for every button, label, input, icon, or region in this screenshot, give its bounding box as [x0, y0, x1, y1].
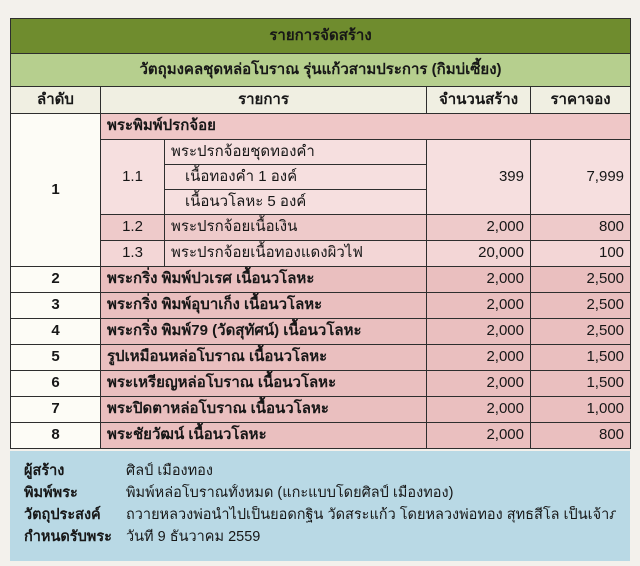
table-row: 6 พระเหรียญหล่อโบราณ เนื้อนวโลหะ 2,000 1… [10, 370, 632, 397]
row-5-name: รูปเหมือนหล่อโบราณ เนื้อนวโลหะ [100, 344, 427, 371]
row-7-price: 1,000 [529, 396, 632, 423]
item-1-2-price: 800 [529, 214, 632, 241]
detail-row-pickup-date: กำหนดรับพระ วันที่ 9 ธันวาคม 2559 [24, 528, 616, 547]
row-2-price: 2,500 [529, 266, 632, 293]
detail-value: ศิลป์ เมืองทอง [126, 463, 213, 479]
group1-header-row: 1 พระพิมพ์ปรกจ้อย [10, 113, 632, 267]
table-row: 7 พระปิดตาหล่อโบราณ เนื้อนวโลหะ 2,000 1,… [10, 396, 632, 423]
row-8-price: 800 [529, 422, 632, 449]
row-7-quantity: 2,000 [426, 396, 531, 423]
table-row: 3 พระกริ่ง พิมพ์อุบาเก็ง เนื้อนวโลหะ 2,0… [10, 292, 632, 319]
row-5-price: 1,500 [529, 344, 632, 371]
row-3-order: 3 [10, 292, 101, 319]
col-header-quantity: จำนวนสร้าง [426, 86, 531, 114]
production-table: รายการจัดสร้าง วัตถุมงคลชุดหล่อโบราณ รุ่… [9, 18, 632, 449]
row-5-order: 5 [10, 344, 101, 371]
detail-value: วันที่ 9 ธันวาคม 2559 [126, 529, 261, 546]
row-4-quantity: 2,000 [426, 318, 531, 345]
row-2-name: พระกริ่ง พิมพ์ปวเรศ เนื้อนวโลหะ [100, 266, 427, 293]
detail-value: พิมพ์หล่อโบราณทั้งหมด (แกะแบบโดยศิลป์ เม… [126, 485, 454, 502]
row-4-price: 2,500 [529, 318, 632, 345]
row-3-price: 2,500 [529, 292, 632, 319]
detail-row-mold: พิมพ์พระ พิมพ์หล่อโบราณทั้งหมด (แกะแบบโด… [24, 484, 616, 503]
page-subtitle: วัตถุมงคลชุดหล่อโบราณ รุ่นแก้วสามประการ … [9, 53, 632, 87]
detail-label: พิมพ์พระ [24, 485, 78, 502]
column-header-row: ลำดับ รายการ จำนวนสร้าง ราคาจอง [10, 86, 632, 114]
row-8-name: พระชัยวัฒน์ เนื้อนวโลหะ [100, 422, 427, 449]
item-1-1-row-line3: เนื้อนวโลหะ 5 องค์ [11, 189, 631, 215]
row-4-name: พระกริ่ง พิมพ์79 (วัดสุทัศน์) เนื้อนวโลห… [100, 318, 427, 345]
item-1-2-quantity: 2,000 [426, 214, 531, 241]
detail-label: กำหนดรับพระ [24, 529, 112, 546]
item-1-3-name: พระปรกจ้อยเนื้อทองแดงผิวไฟ [164, 240, 427, 267]
row-2-order: 2 [10, 266, 101, 293]
detail-row-creator: ผู้สร้าง ศิลป์ เมืองทอง [24, 462, 616, 481]
item-1-2-name: พระปรกจ้อยเนื้อเงิน [164, 214, 427, 241]
item-1-1-line3: เนื้อนวโลหะ 5 องค์ [164, 189, 427, 215]
row-3-quantity: 2,000 [426, 292, 531, 319]
item-1-3-quantity: 20,000 [426, 240, 531, 267]
row-7-order: 7 [10, 396, 101, 423]
row-2-quantity: 2,000 [426, 266, 531, 293]
table-row: 8 พระชัยวัฒน์ เนื้อนวโลหะ 2,000 800 [10, 422, 632, 449]
item-1-1-price: 7,999 [529, 139, 632, 215]
row-6-order: 6 [10, 370, 101, 397]
subtitle-row: วัตถุมงคลชุดหล่อโบราณ รุ่นแก้วสามประการ … [9, 53, 632, 87]
col-header-price: ราคาจอง [529, 86, 632, 114]
row-6-quantity: 2,000 [426, 370, 531, 397]
table-row: 2 พระกริ่ง พิมพ์ปวเรศ เนื้อนวโลหะ 2,000 … [10, 266, 632, 293]
row-8-order: 8 [10, 422, 101, 449]
table-row: 4 พระกริ่ง พิมพ์79 (วัดสุทัศน์) เนื้อนวโ… [10, 318, 632, 345]
detail-label: ผู้สร้าง [24, 463, 65, 479]
item-1-3-price: 100 [529, 240, 632, 267]
title-row: รายการจัดสร้าง [9, 18, 632, 54]
row-6-price: 1,500 [529, 370, 632, 397]
item-1-1-line2: เนื้อทองคำ 1 องค์ [164, 164, 427, 190]
detail-value: ถวายหลวงพ่อนำไปเป็นยอดกฐิน วัดสระแก้ว โด… [126, 507, 616, 524]
item-1-1-line1: พระปรกจ้อยชุดทองคำ [164, 139, 427, 165]
item-1-3-code: 1.3 [100, 240, 165, 267]
row-7-name: พระปิดตาหล่อโบราณ เนื้อนวโลหะ [100, 396, 427, 423]
row-6-name: พระเหรียญหล่อโบราณ เนื้อนวโลหะ [100, 370, 427, 397]
item-1-1-code: 1.1 [100, 139, 165, 215]
details-panel: ผู้สร้าง ศิลป์ เมืองทอง พิมพ์พระ พิมพ์หล… [10, 451, 630, 561]
row-5-quantity: 2,000 [426, 344, 531, 371]
table-row: 5 รูปเหมือนหล่อโบราณ เนื้อนวโลหะ 2,000 1… [10, 344, 632, 371]
item-1-1-row-line2: เนื้อทองคำ 1 องค์ [11, 164, 631, 190]
item-1-3-row: 1.3 พระปรกจ้อยเนื้อทองแดงผิวไฟ 20,000 10… [11, 240, 632, 267]
item-1-2-row: 1.2 พระปรกจ้อยเนื้อเงิน 2,000 800 [11, 214, 632, 241]
group1-order-number: 1 [10, 113, 101, 267]
row-4-order: 4 [10, 318, 101, 345]
item-1-2-code: 1.2 [100, 214, 165, 241]
item-1-1-row: 1.1 พระปรกจ้อยชุดทองคำ 399 7,999 [11, 139, 632, 215]
group1-title: พระพิมพ์ปรกจ้อย [99, 113, 632, 140]
col-header-order: ลำดับ [10, 86, 101, 114]
detail-label: วัตถุประสงค์ [24, 507, 101, 524]
row-3-name: พระกริ่ง พิมพ์อุบาเก็ง เนื้อนวโลหะ [100, 292, 427, 319]
col-header-item: รายการ [100, 86, 427, 114]
detail-row-purpose: วัตถุประสงค์ ถวายหลวงพ่อนำไปเป็นยอดกฐิน … [24, 506, 616, 525]
item-1-1-quantity: 399 [426, 139, 531, 215]
page-title: รายการจัดสร้าง [9, 18, 632, 54]
row-8-quantity: 2,000 [426, 422, 531, 449]
